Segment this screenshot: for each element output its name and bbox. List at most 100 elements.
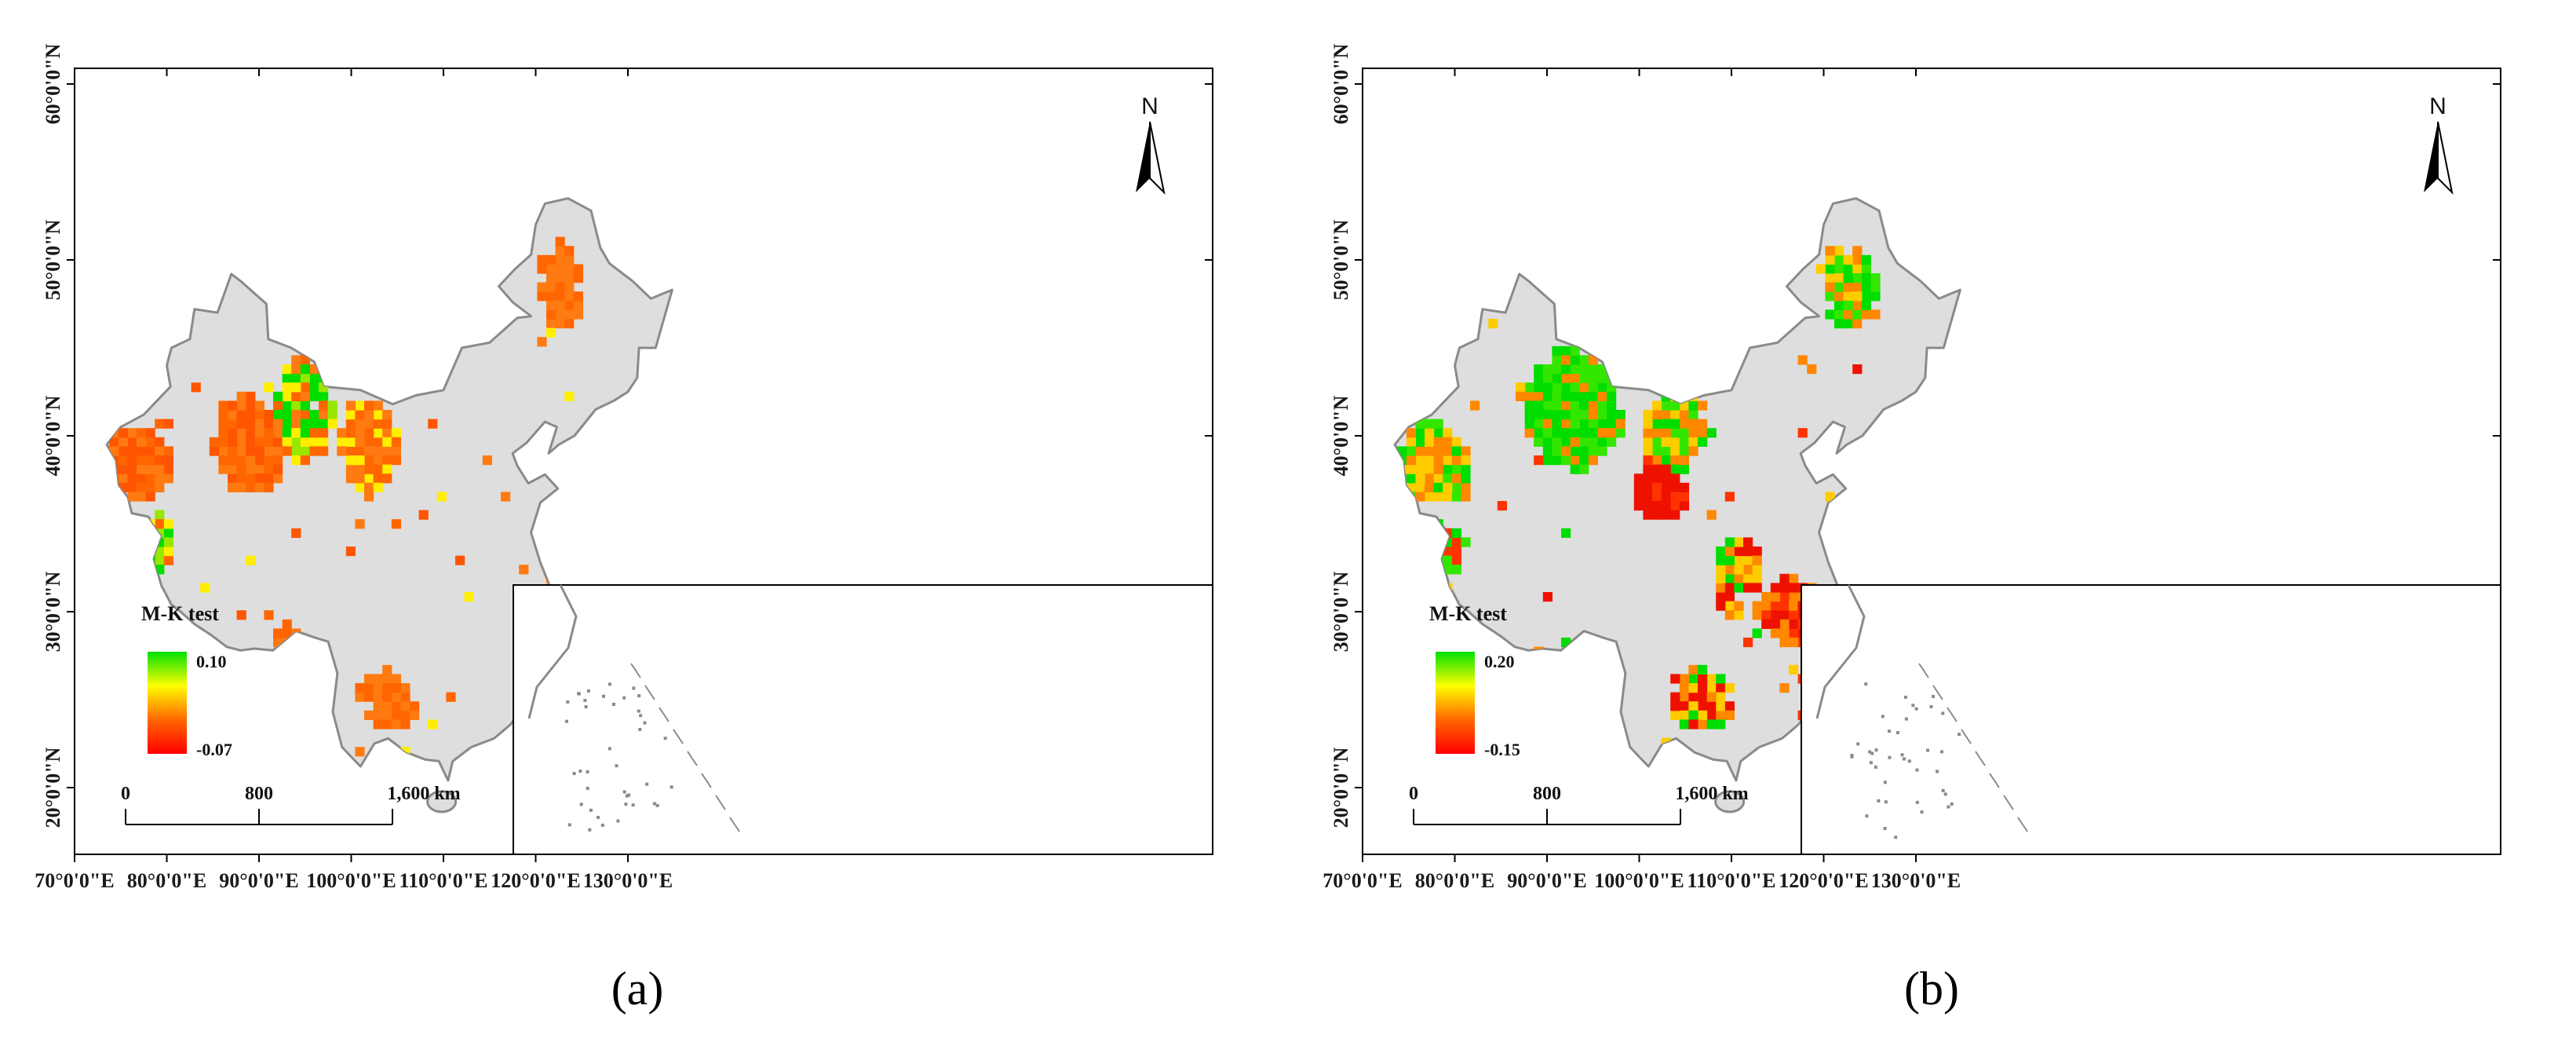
trend-cell [291,528,301,538]
trend-cell [1652,473,1662,484]
trend-cell [1561,400,1571,411]
trend-cell [246,482,256,492]
trend-cell [1542,400,1553,411]
trend-cell [1534,382,1544,393]
trend-cell [155,519,165,529]
trend-cell [1607,400,1617,411]
trend-cell [1661,482,1671,492]
trend-cell [364,473,374,484]
inset-island [1856,742,1860,746]
trend-cell [1425,446,1435,456]
trend-cell [1679,492,1689,502]
trend-cell [300,446,310,456]
trend-cell [1542,446,1553,456]
inset-island [622,790,626,794]
trend-cell [155,455,165,466]
panel-caption-a: (a) [611,963,664,1015]
trend-cell [1579,464,1589,474]
trend-cell [273,419,283,429]
trend-cell [282,446,292,456]
trend-cell [291,373,301,383]
trend-cell [291,400,301,411]
trend-cell [1789,628,1799,638]
trend-cell [382,410,392,420]
trend-cell [345,419,356,429]
trend-cell [218,419,228,429]
trend-cell [382,446,392,456]
trend-cell [1443,482,1453,492]
x-tick-label: 90°0'0"E [1507,869,1586,892]
trend-cell [355,428,365,438]
trend-cell [191,382,201,393]
trend-cell [546,319,556,329]
trend-cell [345,437,356,447]
trend-cell [1406,455,1416,466]
trend-cell [464,592,474,602]
trend-cell [1661,437,1671,447]
trend-cell [1652,419,1662,429]
trend-cell [246,464,256,474]
trend-cell [1779,592,1790,602]
trend-cell [1579,455,1589,466]
trend-cell [273,428,283,438]
trend-cell [1825,309,1835,320]
scale-bar-label: 1,600 km [387,784,460,804]
trend-cell [446,692,456,702]
inset-island [638,727,642,731]
trend-cell [1688,674,1698,684]
trend-cell [1698,437,1708,447]
trend-cell [1706,719,1717,729]
trend-cell [1852,309,1863,320]
trend-cell [1552,410,1562,420]
trend-cell [1825,291,1835,302]
trend-cell [127,428,137,438]
north-arrow-icon [2424,122,2438,192]
trend-cell [1870,309,1881,320]
north-arrow-icon-half [1149,121,1166,196]
trend-cell [1852,300,1863,310]
trend-cell [300,391,310,401]
trend-cell [1843,254,1853,265]
trend-cell [355,683,365,693]
inset-island [1888,729,1892,733]
trend-cell [1552,428,1562,438]
trend-cell [1679,482,1689,492]
inset-island [586,689,590,693]
trend-cell [1579,446,1589,456]
trend-cell [1716,701,1726,711]
trend-cell [1561,455,1571,466]
trend-cell [1752,601,1762,611]
inset-dash-line [1961,729,1972,744]
trend-cell [273,473,283,484]
trend-cell [355,692,365,702]
trend-cell [1570,373,1580,383]
trend-cell [319,437,329,447]
inset-island [1850,755,1854,759]
trend-cell [364,410,374,420]
trend-cell [1825,254,1835,265]
trend-cell [1652,446,1662,456]
trend-cell [1698,428,1708,438]
inset-dash-line [2017,817,2028,832]
trend-cell [236,410,246,420]
trend-cell [236,446,246,456]
hainan-island [1714,790,1746,814]
inset-island [627,793,631,797]
trend-cell [236,482,246,492]
trend-cell [1861,282,1871,292]
x-tick-label: 120°0'0"E [491,869,580,892]
inset-island [1864,682,1868,686]
trend-cell [264,482,274,492]
trend-cell [1716,710,1726,720]
trend-cell [254,473,265,484]
trend-cell [273,437,283,447]
inset-island [622,696,626,700]
inset-island [1915,800,1919,804]
trend-cell [1588,364,1598,375]
trend-cell [1688,419,1698,429]
trend-cell [1661,473,1671,484]
trend-cell [1561,428,1571,438]
trend-cell [1588,437,1598,447]
trend-cell [1451,464,1461,474]
trend-cell [364,455,374,466]
